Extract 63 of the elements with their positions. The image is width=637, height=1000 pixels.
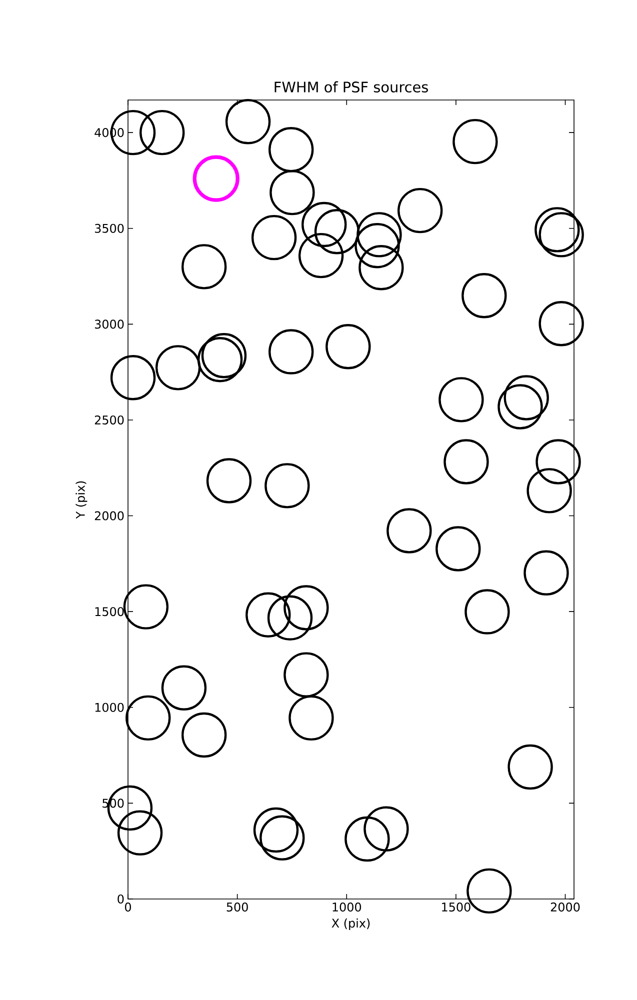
point [498,384,543,430]
x-tick-label: 1000 [332,902,362,912]
point [126,695,171,741]
point [344,816,390,862]
point [155,345,201,390]
x-tick-label: 1500 [442,902,470,912]
point [386,508,432,554]
point [504,375,549,420]
point [206,458,252,504]
point [246,592,291,638]
point [524,550,569,596]
point [117,810,163,856]
point [326,324,371,370]
x-axis-title: X (pix) [332,918,370,930]
point [452,118,498,164]
y-tick-label: 1000 [95,702,124,712]
point [464,589,510,634]
point [225,99,271,144]
point [397,188,443,234]
point [161,665,207,710]
point [268,127,314,172]
y-tick-label: 3000 [94,320,124,329]
point [181,244,227,290]
point [260,815,305,860]
x-tick-label: 0 [124,902,132,912]
point [284,652,329,698]
point [444,439,489,484]
point [140,110,185,156]
point [192,155,240,202]
point [251,214,297,260]
point [314,209,360,254]
point [267,595,313,641]
y-tick-label: 1500 [95,607,124,616]
point [536,439,581,484]
point [438,377,484,422]
point [364,806,409,852]
x-tick-label: 2000 [550,902,580,912]
point [253,807,299,853]
point [264,463,310,508]
point [270,170,315,216]
point [284,585,329,630]
point [508,744,553,790]
point [302,202,347,248]
point [526,468,572,514]
point [436,526,481,572]
point [288,695,334,741]
point [538,301,584,346]
point [123,584,169,630]
point [354,223,400,268]
point [181,712,227,758]
point [356,212,402,258]
y-tick-label: 3500 [94,224,124,233]
x-tick-label: 500 [226,902,248,912]
point [268,329,314,374]
point [358,245,404,290]
y-tick-label: 2000 [94,511,124,520]
point [298,232,344,278]
y-tick-label: 0 [118,894,124,904]
y-axis-title: Y (pix) [76,481,88,519]
chart-title: FWHM of PSF sources [274,81,428,92]
point [462,273,507,318]
y-tick-label: 2500 [94,415,124,424]
point [110,355,156,400]
